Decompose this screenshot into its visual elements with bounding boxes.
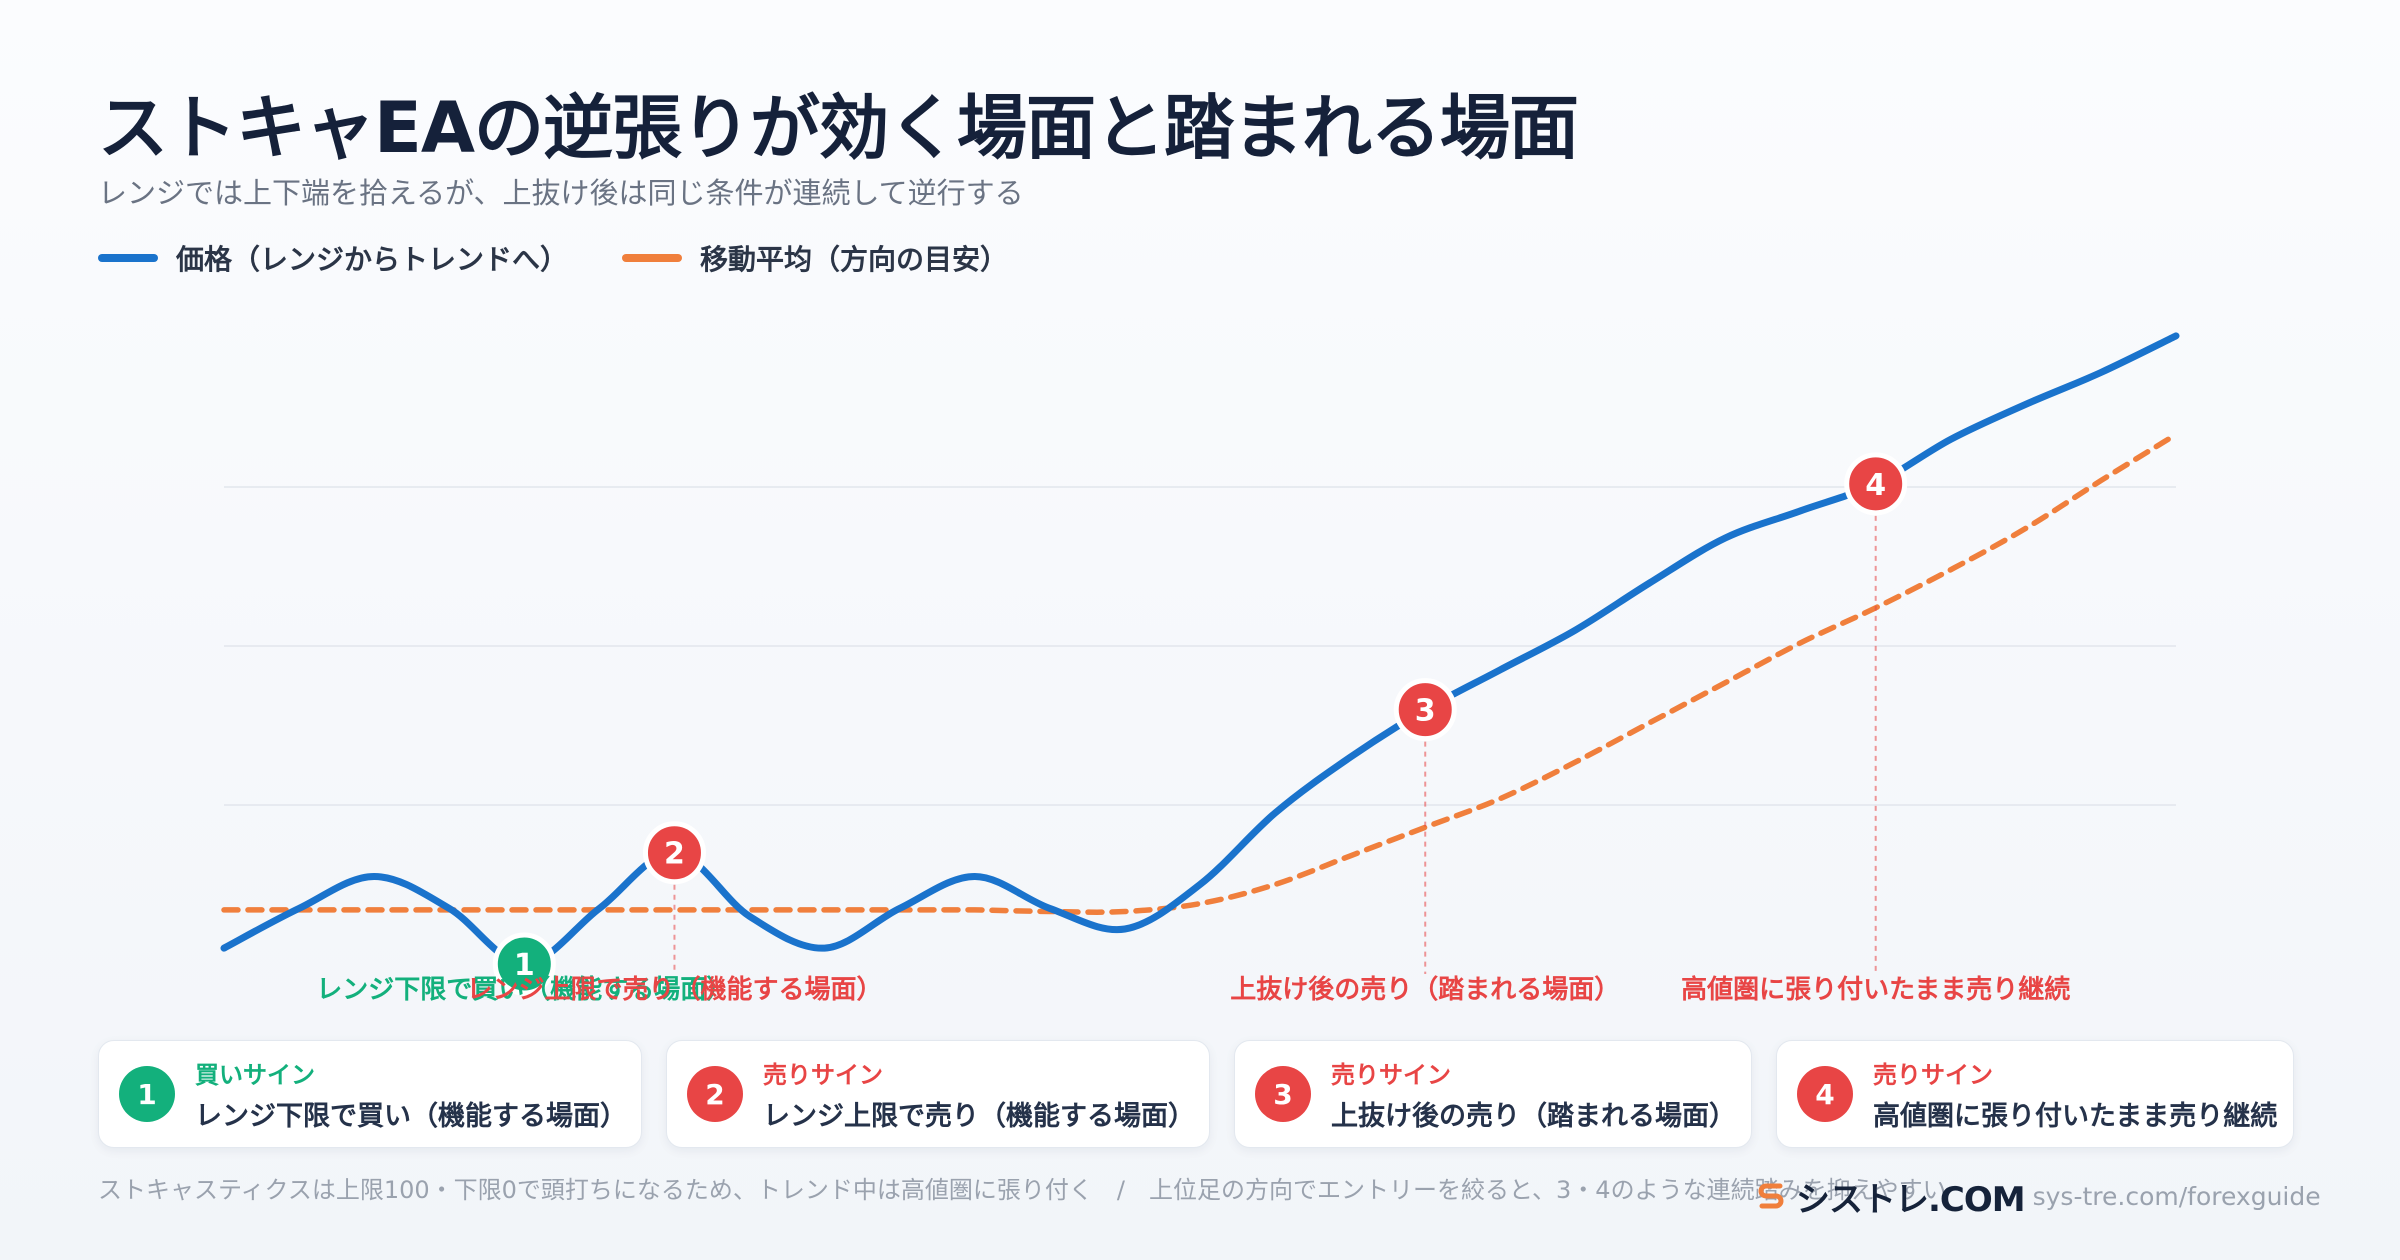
signal-number-2: 2 [664, 837, 685, 872]
signal-card-2: 2 売りサイン レンジ上限で売り（機能する場面） [666, 1040, 1210, 1148]
series-line-ma [221, 431, 2179, 915]
page-subtitle: レンジでは上下端を拾えるが、上抜け後は同じ条件が連続して逆行する [98, 176, 1024, 210]
legend-label-ma: 移動平均（方向の目安） [700, 243, 1009, 276]
signal-card-3: 3 売りサイン 上抜け後の売り（踏まれる場面） [1234, 1040, 1752, 1148]
brand-name: シストレ.COM [1796, 1180, 2026, 1220]
brand-url: sys-tre.com/forexguide [2032, 1182, 2321, 1211]
signal-number-4: 4 [1865, 468, 1886, 503]
signal-marker-2 [642, 821, 706, 885]
signal-desc-1: レンジ下限で買い（機能する場面） [195, 1101, 627, 1132]
signal-tag-1: 買いサイン [195, 1061, 315, 1089]
page-title: ストキャEAの逆張りが効く場面と踏まれる場面 [98, 87, 1579, 169]
signal-annotation-2: レンジ上限で売り（機能する場面） [466, 974, 882, 1005]
signal-badge-1: 1 [119, 1066, 175, 1122]
chart-legend: 価格（レンジからトレンドへ） 移動平均（方向の目安） [98, 238, 1062, 278]
signal-number-3: 3 [1415, 694, 1436, 729]
signal-annotation-1: レンジ下限で買い（機能する場面） [316, 974, 732, 1005]
series-line-price [220, 332, 2180, 968]
signal-desc-2: レンジ上限で売り（機能する場面） [763, 1101, 1195, 1132]
signal-card-4: 4 売りサイン 高値圏に張り付いたまま売り継続 [1776, 1040, 2294, 1148]
signal-badge-4: 4 [1797, 1066, 1853, 1122]
signal-badge-2: 2 [687, 1066, 743, 1122]
legend-item-price: 価格（レンジからトレンドへ） [98, 238, 568, 278]
legend-swatch-ma [622, 254, 683, 262]
legend-swatch-price [98, 254, 158, 262]
signal-tag-3: 売りサイン [1331, 1061, 1451, 1089]
signal-annotation-4: 高値圏に張り付いたまま売り継続 [1681, 974, 2070, 1005]
brand-logo-icon [1758, 1183, 1784, 1208]
legend-item-ma: 移動平均（方向の目安） [622, 238, 1008, 278]
signal-tag-2: 売りサイン [763, 1061, 883, 1089]
signal-card-1: 1 買いサイン レンジ下限で買い（機能する場面） [98, 1040, 642, 1148]
signal-annotation-3: 上抜け後の売り（踏まれる場面） [1230, 974, 1620, 1005]
footnote: ストキャスティクスは上限100・下限0で頭打ちになるため、トレンド中は高値圏に張… [98, 1176, 1947, 1204]
signal-tag-4: 売りサイン [1873, 1061, 1993, 1089]
signal-desc-3: 上抜け後の売り（踏まれる場面） [1331, 1101, 1736, 1132]
brand: シストレ.COM sys-tre.com/forexguide [1756, 1172, 2321, 1221]
signal-badge-3: 3 [1255, 1066, 1311, 1122]
signal-cards: 1 買いサイン レンジ下限で買い（機能する場面） 2 売りサイン レンジ上限で売… [0, 1040, 2400, 1148]
signal-desc-4: 高値圏に張り付いたまま売り継続 [1873, 1101, 2278, 1132]
signal-marker-4 [1844, 452, 1908, 516]
signal-marker-1 [492, 932, 556, 996]
signal-marker-3 [1393, 678, 1457, 742]
signal-number-1: 1 [514, 948, 535, 983]
legend-label-price: 価格（レンジからトレンドへ） [176, 243, 569, 276]
